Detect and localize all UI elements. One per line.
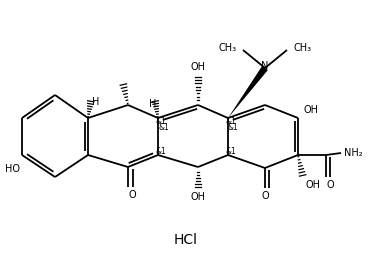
- Text: HO: HO: [5, 164, 20, 174]
- Text: &1: &1: [156, 147, 166, 157]
- Text: &1: &1: [156, 116, 166, 126]
- Text: OH: OH: [191, 192, 206, 202]
- Polygon shape: [228, 66, 268, 118]
- Text: &1: &1: [228, 123, 238, 133]
- Text: O: O: [128, 190, 136, 200]
- Text: OH: OH: [303, 105, 318, 115]
- Text: N: N: [261, 61, 269, 71]
- Text: CH₃: CH₃: [293, 43, 311, 53]
- Text: H: H: [149, 99, 157, 109]
- Text: &1: &1: [226, 116, 236, 126]
- Text: OH: OH: [306, 180, 321, 190]
- Text: O: O: [326, 180, 334, 190]
- Text: O: O: [261, 191, 269, 201]
- Text: &1: &1: [226, 147, 236, 157]
- Text: CH₃: CH₃: [219, 43, 237, 53]
- Text: NH₂: NH₂: [344, 148, 363, 158]
- Text: HCl: HCl: [174, 233, 198, 247]
- Text: &1: &1: [159, 123, 169, 133]
- Text: H: H: [92, 97, 100, 107]
- Text: OH: OH: [191, 62, 206, 72]
